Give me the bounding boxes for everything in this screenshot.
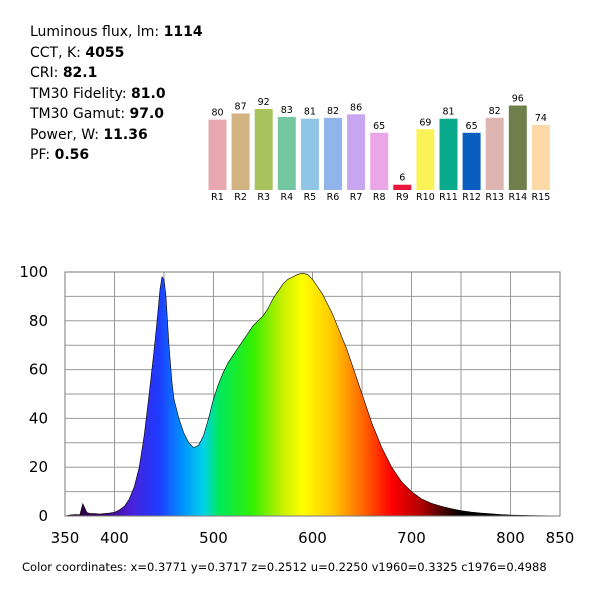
cri-value-label: 87	[235, 101, 247, 112]
metric-value: 0.56	[54, 147, 90, 163]
cri-bar	[254, 109, 273, 190]
metric-value: 11.36	[103, 126, 148, 143]
cri-bar	[531, 124, 550, 190]
spectrum-curve	[64, 272, 561, 517]
cri-bar	[300, 118, 319, 190]
cri-bar	[347, 114, 366, 190]
y-tick-label: 20	[29, 458, 48, 476]
x-tick-label: 500	[199, 529, 228, 547]
cri-value-label: 82	[489, 106, 501, 117]
cri-bar	[462, 132, 481, 190]
metric-value: 4055	[85, 44, 125, 61]
metric-label: Luminous flux, lm:	[30, 24, 164, 40]
metric-row: CCT, K: 4055	[30, 43, 203, 64]
cri-category-label: R8	[373, 192, 386, 203]
cri-value-label: 65	[466, 121, 478, 132]
y-tick-label: 40	[29, 409, 48, 427]
metric-row: TM30 Fidelity: 81.0	[30, 84, 203, 105]
cri-value-label: 69	[419, 117, 431, 128]
spectrum-plot-frame	[64, 271, 561, 517]
y-tick-label: 80	[29, 312, 48, 330]
cri-category-label: R5	[304, 192, 317, 203]
cri-category-label: R11	[439, 192, 458, 203]
metric-row: PF: 0.56	[30, 145, 203, 166]
metric-row: Power, W: 11.36	[30, 125, 203, 146]
cri-bar	[439, 118, 458, 190]
cri-bar	[370, 132, 389, 190]
cri-category-label: R6	[327, 192, 340, 203]
cri-category-label: R10	[416, 192, 435, 203]
cri-bar	[324, 117, 342, 190]
metric-row: TM30 Gamut: 97.0	[30, 104, 203, 125]
spectrum-tick-labels: 350 400 500 600 700 800 850 0 20 40 60 80 100	[19, 263, 574, 547]
cri-bar	[485, 117, 504, 190]
cri-value-label: 65	[373, 121, 385, 132]
metric-label: TM30 Gamut:	[30, 106, 130, 122]
cri-value-label: 92	[258, 97, 270, 108]
cri-category-label: R9	[396, 192, 409, 203]
x-tick-label: 700	[397, 529, 426, 547]
y-tick-label: 60	[29, 361, 48, 379]
y-tick-label: 100	[19, 263, 48, 281]
cri-category-label: R15	[532, 192, 551, 203]
metrics-panel: Luminous flux, lm: 1114 CCT, K: 4055 CRI: …	[30, 22, 203, 166]
cri-value-label: 96	[512, 94, 524, 105]
metric-label: Power, W:	[30, 126, 104, 143]
metric-row: Luminous flux, lm: 1114	[30, 22, 203, 43]
cri-value-label: 86	[350, 102, 362, 113]
cri-bar	[231, 113, 250, 190]
cri-category-label: R12	[462, 192, 481, 203]
metric-row: CRI: 82.1	[30, 63, 203, 84]
cri-bar	[208, 119, 227, 190]
cri-bar	[277, 116, 296, 190]
cri-category-label: R4	[280, 192, 293, 203]
cri-category-label: R1	[211, 192, 224, 203]
color-coordinates: Color coordinates: x=0.3771 y=0.3717 z=0…	[22, 560, 547, 574]
cri-bar	[416, 129, 435, 190]
metric-value: 82.1	[62, 65, 98, 81]
metric-value: 1114	[163, 24, 203, 40]
cri-bar	[508, 105, 527, 190]
cri-category-label: R14	[508, 192, 527, 203]
x-tick-label: 600	[298, 529, 327, 547]
cri-value-label: 83	[281, 105, 293, 116]
cri-category-label: R3	[257, 192, 270, 203]
cri-category-label: R7	[350, 192, 363, 203]
x-tick-label: 850	[546, 529, 575, 547]
metric-label: PF:	[30, 147, 55, 163]
metric-value: 81.0	[131, 85, 166, 102]
cri-value-label: 82	[327, 106, 339, 117]
metric-label: CCT, K:	[30, 44, 86, 61]
x-tick-label: 350	[51, 529, 80, 547]
metric-value: 97.0	[129, 106, 165, 122]
cri-category-label: R13	[485, 192, 504, 203]
spectrum-chart: 350 400 500 600 700 800 850 0 20 40 60 80 100	[19, 263, 574, 547]
metric-label: CRI:	[30, 65, 63, 81]
cri-value-label: 80	[211, 108, 223, 119]
y-tick-label: 0	[38, 507, 48, 525]
x-tick-label: 800	[496, 529, 525, 547]
cri-value-label: 6	[399, 173, 405, 184]
cri-bar-chart: 80 R1 87 R2 92 R3 83 R4 81 R5 82 R6 86 R7 65 R8 6 R9 69 R10…	[208, 94, 551, 203]
cri-bar	[393, 184, 412, 190]
cri-value-label: 74	[535, 113, 547, 124]
cri-value-label: 81	[304, 107, 316, 118]
cri-value-label: 81	[442, 107, 454, 118]
cri-category-label: R2	[234, 192, 247, 203]
metric-label: TM30 Fidelity:	[30, 85, 132, 102]
x-tick-label: 400	[100, 529, 129, 547]
